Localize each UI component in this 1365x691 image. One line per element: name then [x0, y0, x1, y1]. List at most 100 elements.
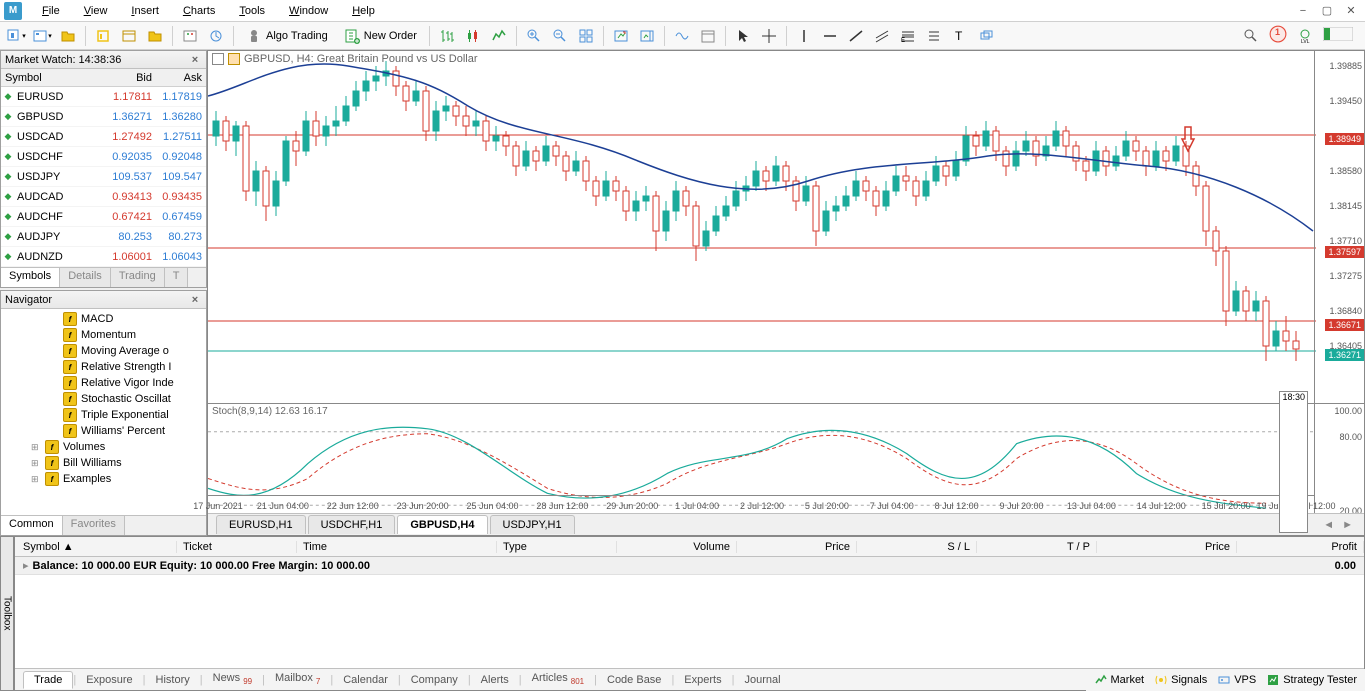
term-col[interactable]: Profit	[1237, 541, 1364, 553]
mw-row-USDCHF[interactable]: ◆USDCHF0.920350.92048	[1, 147, 206, 167]
term-tab-mailbox[interactable]: Mailbox 7	[265, 670, 330, 688]
menu-window[interactable]: Window	[277, 5, 340, 17]
mw-tab-details[interactable]: Details	[60, 268, 111, 287]
indicators-button[interactable]	[670, 25, 694, 47]
chart-tab-EURUSD-H1[interactable]: EURUSD,H1	[216, 515, 306, 534]
term-tab-trade[interactable]: Trade	[23, 671, 73, 689]
data-window-button[interactable]	[117, 25, 141, 47]
chart-tab-USDCHF-H1[interactable]: USDCHF,H1	[308, 515, 396, 534]
menu-insert[interactable]: Insert	[119, 5, 171, 17]
term-col[interactable]: Time	[297, 541, 497, 553]
nav-indicator[interactable]: fMACD	[3, 311, 204, 327]
term-tab-experts[interactable]: Experts	[674, 672, 731, 688]
crosshair-button[interactable]	[757, 25, 781, 47]
open-button[interactable]	[56, 25, 80, 47]
term-tab-history[interactable]: History	[146, 672, 200, 688]
market-watch-close[interactable]: ×	[188, 54, 202, 66]
mw-col-ask[interactable]: Ask	[156, 72, 206, 84]
menu-file[interactable]: File	[30, 5, 72, 17]
nav-tab-favorites[interactable]: Favorites	[63, 516, 125, 535]
chart-tab-USDJPY-H1[interactable]: USDJPY,H1	[490, 515, 575, 534]
toolbox-sidebar[interactable]: Toolbox	[0, 536, 14, 691]
nav-indicator[interactable]: fMoving Average o	[3, 343, 204, 359]
mw-row-AUDCAD[interactable]: ◆AUDCAD0.934130.93435	[1, 187, 206, 207]
term-tab-exposure[interactable]: Exposure	[76, 672, 142, 688]
nav-indicator[interactable]: fTriple Exponential	[3, 407, 204, 423]
equidistant-button[interactable]	[870, 25, 894, 47]
new-chart-button[interactable]: ▾	[4, 25, 28, 47]
minimize-button[interactable]: −	[1293, 4, 1313, 18]
status-vps[interactable]: VPS	[1217, 673, 1256, 687]
mw-tab-trading[interactable]: Trading	[111, 268, 165, 287]
terminal-button[interactable]	[178, 25, 202, 47]
mw-row-GBPUSD[interactable]: ◆GBPUSD1.362711.36280	[1, 107, 206, 127]
strategy-tester-button[interactable]	[204, 25, 228, 47]
navigator-close[interactable]: ×	[188, 294, 202, 306]
profiles-button[interactable]: ▾	[30, 25, 54, 47]
periods-button[interactable]	[696, 25, 720, 47]
term-col[interactable]: Symbol ▲	[17, 541, 177, 553]
chart-area[interactable]: GBPUSD, H4: Great Britain Pound vs US Do…	[207, 50, 1365, 536]
navigator-button[interactable]	[143, 25, 167, 47]
objects-button[interactable]	[974, 25, 998, 47]
trendline-button[interactable]	[844, 25, 868, 47]
mw-col-bid[interactable]: Bid	[106, 72, 156, 84]
text-button[interactable]: T	[948, 25, 972, 47]
status-strategy-tester[interactable]: Strategy Tester	[1266, 673, 1357, 687]
mw-col-symbol[interactable]: Symbol	[1, 72, 106, 84]
market-watch-button[interactable]	[91, 25, 115, 47]
algo-trading-button[interactable]: Algo Trading	[239, 25, 335, 47]
new-order-button[interactable]: New Order	[337, 25, 424, 47]
fibonacci-button[interactable]: E	[896, 25, 920, 47]
mw-row-USDCAD[interactable]: ◆USDCAD1.274921.27511	[1, 127, 206, 147]
nav-indicator[interactable]: fMomentum	[3, 327, 204, 343]
term-tab-company[interactable]: Company	[401, 672, 468, 688]
term-col[interactable]: Ticket	[177, 541, 297, 553]
nav-indicator[interactable]: fRelative Vigor Inde	[3, 375, 204, 391]
nav-indicator[interactable]: fStochastic Oscillat	[3, 391, 204, 407]
term-col[interactable]: Price	[737, 541, 857, 553]
mw-row-AUDCHF[interactable]: ◆AUDCHF0.674210.67459	[1, 207, 206, 227]
autoscroll-button[interactable]	[609, 25, 633, 47]
mw-row-AUDNZD[interactable]: ◆AUDNZD1.060011.06043	[1, 247, 206, 267]
tile-button[interactable]	[574, 25, 598, 47]
chart-tab-GBPUSD-H4[interactable]: GBPUSD,H4	[397, 515, 487, 534]
term-tab-news[interactable]: News 99	[203, 670, 262, 688]
bar-chart-button[interactable]	[435, 25, 459, 47]
nav-indicator[interactable]: fRelative Strength I	[3, 359, 204, 375]
term-tab-code-base[interactable]: Code Base	[597, 672, 671, 688]
lvl-icon[interactable]: LVL	[1293, 25, 1317, 47]
chart-prev[interactable]: ◄	[1320, 519, 1337, 531]
price-chart[interactable]	[208, 51, 1316, 403]
menu-view[interactable]: View	[72, 5, 120, 17]
term-tab-articles[interactable]: Articles 801	[522, 670, 594, 688]
mw-row-AUDJPY[interactable]: ◆AUDJPY80.25380.273	[1, 227, 206, 247]
mw-tab-t[interactable]: T	[165, 268, 189, 287]
nav-folder-volumes[interactable]: ⊞fVolumes	[3, 439, 204, 455]
line-chart-button[interactable]	[487, 25, 511, 47]
mw-row-EURUSD[interactable]: ◆EURUSD1.178111.17819	[1, 87, 206, 107]
search-button[interactable]	[1239, 25, 1263, 47]
nav-indicator[interactable]: fWilliams' Percent	[3, 423, 204, 439]
term-col[interactable]: S / L	[857, 541, 977, 553]
term-col[interactable]: Price	[1097, 541, 1237, 553]
horizontal-line-button[interactable]	[818, 25, 842, 47]
chart-shift-button[interactable]	[635, 25, 659, 47]
status-signals[interactable]: Signals	[1154, 673, 1207, 687]
term-tab-journal[interactable]: Journal	[734, 672, 790, 688]
term-col[interactable]: T / P	[977, 541, 1097, 553]
mw-tab-symbols[interactable]: Symbols	[1, 268, 60, 287]
cursor-button[interactable]	[731, 25, 755, 47]
term-col[interactable]: Volume	[617, 541, 737, 553]
term-col[interactable]: Type	[497, 541, 617, 553]
zoom-in-button[interactable]	[522, 25, 546, 47]
chart-next[interactable]: ►	[1339, 519, 1356, 531]
nav-tab-common[interactable]: Common	[1, 516, 63, 535]
alerts-icon[interactable]: 1	[1269, 25, 1287, 46]
maximize-button[interactable]: ▢	[1317, 4, 1337, 18]
nav-folder-examples[interactable]: ⊞fExamples	[3, 471, 204, 487]
menu-tools[interactable]: Tools	[227, 5, 277, 17]
term-tab-calendar[interactable]: Calendar	[333, 672, 398, 688]
expand-button[interactable]	[922, 25, 946, 47]
vertical-line-button[interactable]	[792, 25, 816, 47]
